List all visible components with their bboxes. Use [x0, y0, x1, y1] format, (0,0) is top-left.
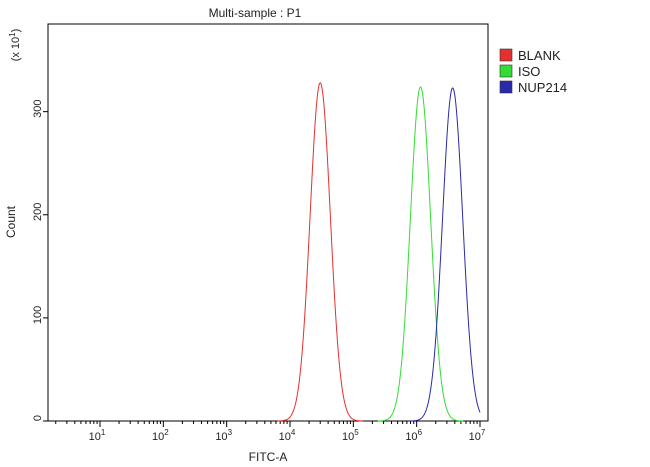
x-tick-label: 105	[342, 428, 359, 443]
legend-label-blank: BLANK	[518, 48, 561, 63]
series-curve-blank	[277, 82, 363, 422]
chart-title: Multi-sample : P1	[209, 6, 302, 20]
y-tick-label: 200	[32, 203, 44, 221]
x-tick-label: 106	[405, 428, 422, 443]
x-tick-label: 104	[279, 428, 296, 443]
legend-swatch-iso	[499, 64, 513, 78]
x-tick-label: 101	[89, 428, 106, 443]
x-axis-title: FITC-A	[249, 450, 288, 464]
legend-label-nup214: NUP214	[518, 80, 567, 95]
histogram-curves	[277, 82, 481, 422]
series-curve-iso	[377, 86, 464, 422]
legend-label-iso: ISO	[518, 64, 540, 79]
series-curve-nup214	[410, 87, 481, 422]
y-axis-ticks: 0 100 200 300	[32, 99, 48, 422]
y-tick-label: 100	[32, 306, 44, 324]
y-axis-multiplier: (x 101)	[8, 29, 22, 62]
legend-swatch-nup214	[499, 80, 513, 94]
plot-area-frame	[47, 23, 489, 422]
y-axis-title: Count	[4, 205, 18, 238]
x-tick-label: 102	[152, 428, 169, 443]
legend-swatch-blank	[499, 48, 513, 62]
x-axis-ticks: 101 102 103 104 105 106 107	[55, 421, 486, 443]
x-tick-label: 107	[469, 428, 486, 443]
y-tick-label: 0	[32, 415, 44, 421]
x-tick-label: 103	[215, 428, 232, 443]
y-tick-label: 300	[32, 99, 44, 117]
